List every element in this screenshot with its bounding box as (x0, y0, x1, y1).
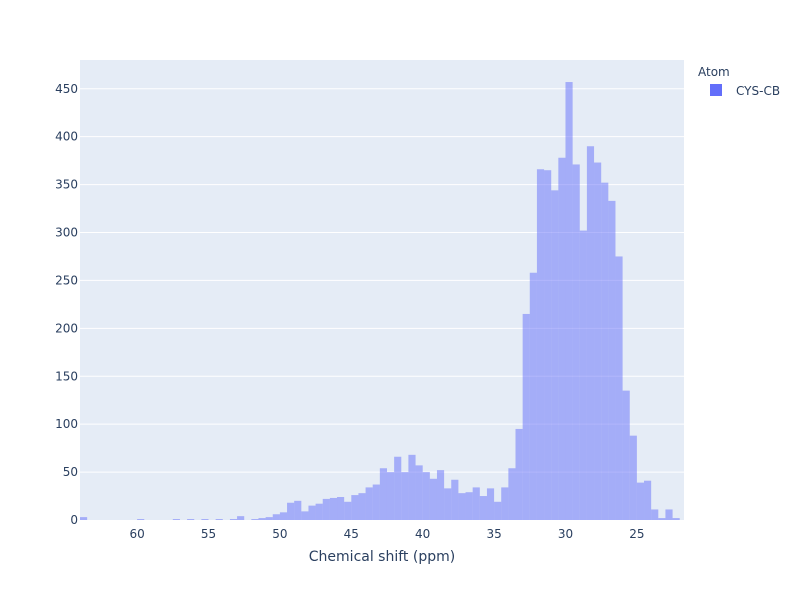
histogram-bar[interactable] (544, 170, 552, 521)
histogram-bar[interactable] (465, 492, 473, 520)
y-tick-label: 250 (55, 273, 78, 287)
histogram-bar[interactable] (594, 162, 602, 520)
x-axis-ticks: 60 55 50 45 40 35 30 25 (129, 527, 644, 541)
y-tick-label: 100 (55, 417, 78, 431)
x-tick-label: 50 (272, 527, 287, 541)
bars (80, 82, 680, 521)
histogram-bar[interactable] (80, 517, 88, 520)
x-tick-label: 45 (344, 527, 359, 541)
legend-item-label[interactable]: CYS-CB (736, 84, 780, 98)
histogram-bar[interactable] (308, 505, 316, 520)
histogram-bar[interactable] (322, 498, 330, 520)
histogram-bar[interactable] (436, 470, 445, 520)
histogram-bar[interactable] (315, 503, 323, 520)
histogram-bar[interactable] (279, 512, 288, 520)
histogram-bar[interactable] (615, 256, 623, 520)
histogram-bar[interactable] (515, 428, 523, 520)
x-tick-label: 30 (558, 527, 573, 541)
histogram-bar[interactable] (272, 514, 280, 520)
histogram-bar[interactable] (415, 465, 423, 520)
y-tick-label: 200 (55, 321, 78, 335)
histogram-bar[interactable] (565, 82, 573, 521)
histogram-bar[interactable] (251, 519, 259, 520)
histogram-bar[interactable] (629, 435, 637, 520)
y-tick-label: 0 (70, 513, 78, 527)
histogram-bar[interactable] (672, 518, 680, 520)
histogram-bar[interactable] (444, 488, 452, 520)
histogram-bar[interactable] (386, 472, 395, 520)
histogram-bar[interactable] (622, 390, 630, 520)
histogram-bar[interactable] (351, 495, 359, 520)
histogram-bar[interactable] (522, 313, 530, 520)
legend-title: Atom (698, 65, 730, 79)
histogram-bar[interactable] (458, 493, 466, 520)
histogram-bar[interactable] (429, 478, 437, 520)
histogram-bar[interactable] (258, 518, 266, 520)
histogram-bar[interactable] (658, 518, 666, 520)
x-tick-label: 55 (201, 527, 216, 541)
histogram-bar[interactable] (651, 509, 659, 520)
histogram-bar[interactable] (529, 272, 537, 520)
histogram-bar[interactable] (237, 516, 245, 520)
histogram-bar[interactable] (479, 496, 487, 520)
histogram-bar[interactable] (401, 472, 409, 520)
x-tick-label: 35 (486, 527, 501, 541)
histogram-bar[interactable] (337, 497, 345, 520)
histogram-bar[interactable] (494, 501, 502, 520)
histogram-bar[interactable] (665, 509, 673, 520)
x-tick-label: 40 (415, 527, 430, 541)
histogram-bar[interactable] (379, 468, 387, 520)
histogram-bar[interactable] (558, 157, 566, 520)
y-tick-label: 150 (55, 369, 78, 383)
histogram-bar[interactable] (329, 497, 338, 520)
histogram-bar[interactable] (551, 190, 559, 521)
y-tick-label: 350 (55, 178, 78, 192)
histogram-bar[interactable] (201, 519, 209, 520)
y-tick-label: 300 (55, 226, 78, 240)
histogram-bar[interactable] (508, 468, 516, 520)
histogram-bar[interactable] (472, 487, 480, 520)
histogram-bar[interactable] (636, 482, 645, 520)
histogram-bar[interactable] (572, 164, 580, 521)
histogram-bar[interactable] (301, 511, 309, 520)
histogram-bar[interactable] (501, 487, 509, 520)
histogram-bar[interactable] (358, 493, 366, 520)
histogram-bar[interactable] (644, 480, 652, 520)
histogram-bar[interactable] (172, 519, 180, 520)
x-tick-label: 25 (629, 527, 644, 541)
histogram-bar[interactable] (536, 169, 545, 520)
y-tick-label: 400 (55, 130, 78, 144)
histogram-bar[interactable] (422, 472, 430, 520)
legend[interactable]: Atom CYS-CB (698, 65, 780, 98)
histogram-bar[interactable] (579, 230, 587, 521)
histogram-bar[interactable] (394, 456, 402, 520)
histogram-bar[interactable] (608, 200, 616, 520)
histogram-bar[interactable] (372, 484, 380, 520)
histogram-bar[interactable] (187, 519, 195, 520)
histogram-bar[interactable] (586, 146, 595, 520)
y-tick-label: 450 (55, 82, 78, 96)
histogram-bar[interactable] (287, 502, 295, 520)
histogram-bar[interactable] (486, 488, 495, 520)
gridlines (80, 88, 684, 473)
legend-swatch[interactable] (710, 84, 722, 96)
histogram-bar[interactable] (137, 519, 145, 520)
histogram-bar[interactable] (365, 487, 373, 520)
x-axis-title: Chemical shift (ppm) (309, 549, 455, 565)
histogram-bar[interactable] (601, 182, 609, 520)
x-tick-label: 60 (129, 527, 144, 541)
histogram-bar[interactable] (344, 501, 352, 520)
histogram-bar[interactable] (265, 517, 273, 520)
y-tick-label: 50 (63, 465, 78, 479)
histogram-bar[interactable] (408, 454, 416, 520)
histogram-bar[interactable] (229, 519, 238, 520)
histogram-bar[interactable] (294, 500, 302, 520)
histogram-bar[interactable] (215, 519, 223, 520)
histogram-bar[interactable] (451, 479, 459, 520)
y-axis-ticks: 0 50 100 150 200 250 300 350 400 450 (55, 82, 78, 527)
